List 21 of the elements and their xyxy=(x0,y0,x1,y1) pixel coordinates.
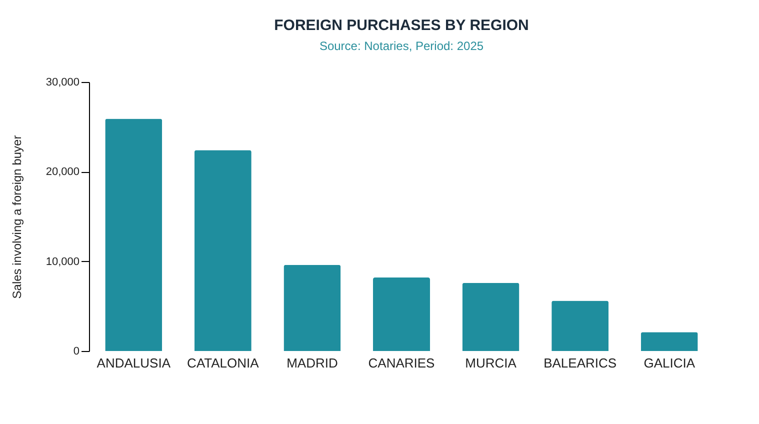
y-tick-label: 10,000 xyxy=(46,256,80,268)
x-tick-label: CANARIES xyxy=(368,356,436,370)
y-tick-label: 30,000 xyxy=(46,76,80,88)
y-axis-title: Sales involving a foreign buyer xyxy=(10,135,24,299)
bar xyxy=(373,277,430,351)
y-tick-label: 0 xyxy=(73,346,80,358)
x-tick-label: MURCIA xyxy=(465,356,517,370)
bar xyxy=(284,264,341,351)
bar xyxy=(552,300,609,351)
y-tick-label: 20,000 xyxy=(46,166,80,178)
x-tick-label: CATALONIA xyxy=(187,356,260,370)
x-tick-label: GALICIA xyxy=(644,356,696,370)
bar xyxy=(640,332,698,351)
x-tick-label: ANDALUSIA xyxy=(96,356,171,370)
bar xyxy=(462,282,520,351)
x-tick-label: BALEARICS xyxy=(544,356,617,370)
x-tick-label: MADRID xyxy=(286,356,338,370)
bar xyxy=(194,150,252,351)
bar xyxy=(105,118,162,351)
chart-title: FOREIGN PURCHASES BY REGION xyxy=(274,17,529,34)
chart-subtitle: Source: Notaries, Period: 2025 xyxy=(319,39,484,53)
